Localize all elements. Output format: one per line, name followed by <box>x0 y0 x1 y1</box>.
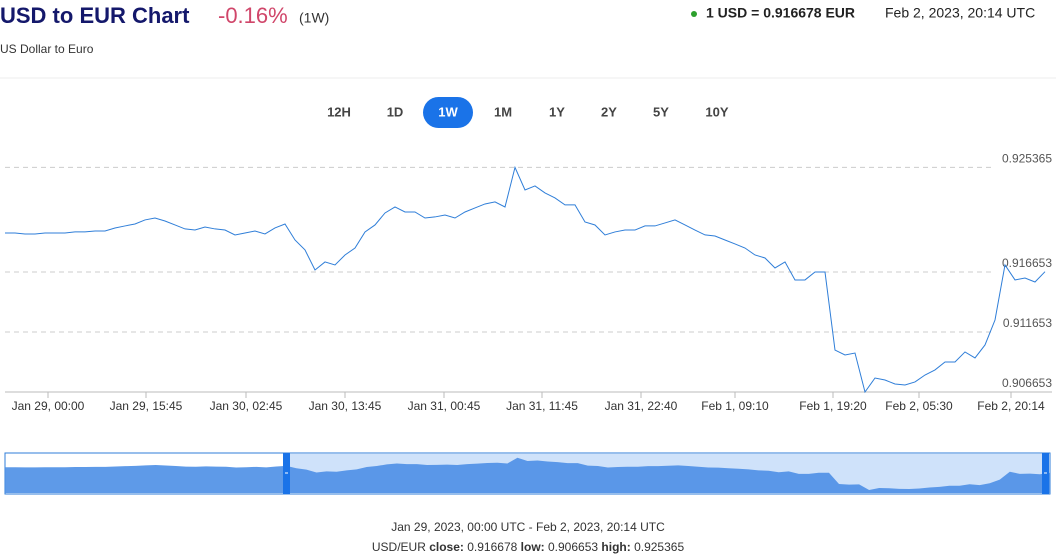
y-tick-label: 0.911653 <box>1003 316 1052 330</box>
footer-range: Jan 29, 2023, 00:00 UTC - Feb 2, 2023, 2… <box>391 520 665 534</box>
x-tick-label: Jan 31, 22:40 <box>605 399 678 413</box>
low-label: low: <box>521 540 545 554</box>
close: 0.916678 <box>467 540 517 554</box>
navigator-area <box>5 457 1050 493</box>
x-tick-label: Feb 2, 05:30 <box>885 399 953 413</box>
range-button[interactable]: 1M <box>494 104 512 119</box>
change: -0.16% <box>218 3 288 28</box>
range-button[interactable]: 10Y <box>705 104 728 119</box>
y-tick-label: 0.925365 <box>1002 152 1052 166</box>
footer-stats: USD/EUR close: 0.916678 low: 0.906653 hi… <box>372 540 685 554</box>
range-button[interactable]: 1Y <box>549 104 565 119</box>
low: 0.906653 <box>548 540 598 554</box>
range-button[interactable]: 2Y <box>601 104 617 119</box>
range-button[interactable]: 1D <box>387 104 404 119</box>
range-button[interactable]: 5Y <box>653 104 669 119</box>
period: (1W) <box>299 10 329 26</box>
x-tick-label: Feb 1, 19:20 <box>799 399 867 413</box>
status-dot <box>691 11 697 17</box>
x-tick-label: Jan 31, 11:45 <box>506 399 578 413</box>
high: 0.925365 <box>634 540 684 554</box>
x-tick-label: Feb 1, 09:10 <box>701 399 769 413</box>
subtitle: US Dollar to Euro <box>0 42 94 56</box>
title: USD to EUR Chart <box>0 3 190 28</box>
timestamp: Feb 2, 2023, 20:14 UTC <box>885 5 1035 21</box>
high-label: high: <box>601 540 630 554</box>
rate: 1 USD = 0.916678 EUR <box>706 5 855 21</box>
x-tick-label: Jan 30, 02:45 <box>210 399 283 413</box>
x-tick-label: Jan 29, 00:00 <box>12 399 85 413</box>
x-tick-label: Jan 29, 15:45 <box>110 399 183 413</box>
y-tick-label: 0.916653 <box>1002 256 1052 270</box>
price-line <box>5 165 1046 394</box>
range-button-active[interactable] <box>423 97 473 128</box>
pair: USD/EUR <box>372 540 426 554</box>
x-tick-label: Jan 31, 00:45 <box>408 399 481 413</box>
y-tick-label: 0.906653 <box>1002 376 1052 390</box>
range-button[interactable]: 12H <box>327 104 351 119</box>
range-button[interactable]: 1W <box>438 104 458 119</box>
x-tick-label: Feb 2, 20:14 <box>977 399 1045 413</box>
x-tick-label: Jan 30, 13:45 <box>309 399 382 413</box>
close-label: close: <box>429 540 464 554</box>
